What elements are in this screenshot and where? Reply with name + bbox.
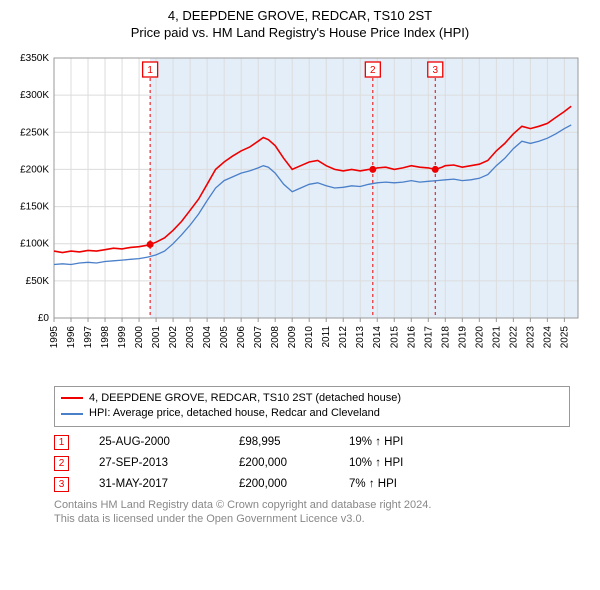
svg-text:2018: 2018 bbox=[440, 325, 451, 348]
svg-text:2000: 2000 bbox=[134, 325, 145, 348]
marker-table: 1 25-AUG-2000 £98,995 19% ↑ HPI 2 27-SEP-2013… bbox=[54, 435, 570, 492]
title-line2: Price paid vs. HM Land Registry's House … bbox=[10, 25, 590, 42]
svg-text:2014: 2014 bbox=[372, 325, 383, 348]
svg-text:2011: 2011 bbox=[321, 325, 332, 347]
svg-text:£200K: £200K bbox=[20, 164, 49, 175]
svg-text:£150K: £150K bbox=[20, 201, 49, 212]
marker-number-box: 2 bbox=[54, 456, 69, 471]
marker-number-box: 1 bbox=[54, 435, 69, 450]
svg-text:£50K: £50K bbox=[26, 276, 50, 287]
legend-label: HPI: Average price, detached house, Redc… bbox=[89, 406, 380, 421]
attribution-line2: This data is licensed under the Open Gov… bbox=[54, 512, 570, 527]
svg-text:2025: 2025 bbox=[559, 325, 570, 348]
svg-text:1998: 1998 bbox=[100, 325, 111, 348]
svg-text:2005: 2005 bbox=[219, 325, 230, 348]
marker-pct: 10% ↑ HPI bbox=[349, 457, 429, 469]
marker-row: 2 27-SEP-2013 £200,000 10% ↑ HPI bbox=[54, 456, 570, 471]
marker-date: 25-AUG-2000 bbox=[99, 436, 209, 448]
legend-item: HPI: Average price, detached house, Redc… bbox=[61, 406, 563, 421]
svg-text:2020: 2020 bbox=[474, 325, 485, 348]
legend-item: 4, DEEPDENE GROVE, REDCAR, TS10 2ST (det… bbox=[61, 391, 563, 406]
svg-text:2019: 2019 bbox=[457, 325, 468, 348]
svg-text:2003: 2003 bbox=[185, 325, 196, 348]
marker-date: 27-SEP-2013 bbox=[99, 457, 209, 469]
attribution-line1: Contains HM Land Registry data © Crown c… bbox=[54, 498, 570, 513]
marker-row: 3 31-MAY-2017 £200,000 7% ↑ HPI bbox=[54, 477, 570, 492]
marker-pct: 7% ↑ HPI bbox=[349, 478, 429, 490]
legend-swatch bbox=[61, 413, 83, 415]
legend-label: 4, DEEPDENE GROVE, REDCAR, TS10 2ST (det… bbox=[89, 391, 401, 406]
marker-date: 31-MAY-2017 bbox=[99, 478, 209, 490]
marker-pct: 19% ↑ HPI bbox=[349, 436, 429, 448]
svg-text:2023: 2023 bbox=[525, 325, 536, 348]
svg-text:2004: 2004 bbox=[202, 325, 213, 348]
svg-text:1997: 1997 bbox=[83, 325, 94, 348]
price-chart-svg: £0 £50K £100K £150K £200K £250K £300K £350K 1995… bbox=[10, 50, 590, 380]
chart-area: £0 £50K £100K £150K £200K £250K £300K £350K 1995… bbox=[10, 50, 590, 380]
svg-text:2006: 2006 bbox=[236, 325, 247, 348]
svg-text:1996: 1996 bbox=[66, 325, 77, 348]
svg-text:£250K: £250K bbox=[20, 127, 49, 138]
svg-text:3: 3 bbox=[432, 65, 438, 76]
attribution: Contains HM Land Registry data © Crown c… bbox=[54, 498, 570, 528]
marker-price: £200,000 bbox=[239, 478, 319, 490]
svg-text:2017: 2017 bbox=[423, 325, 434, 348]
svg-text:2007: 2007 bbox=[253, 325, 264, 348]
svg-text:2012: 2012 bbox=[338, 325, 349, 348]
svg-text:1: 1 bbox=[147, 65, 153, 76]
svg-text:2009: 2009 bbox=[287, 325, 298, 348]
svg-text:1995: 1995 bbox=[49, 325, 60, 348]
svg-text:£350K: £350K bbox=[20, 53, 49, 64]
svg-text:2002: 2002 bbox=[168, 325, 179, 348]
svg-text:1999: 1999 bbox=[117, 325, 128, 348]
svg-text:2015: 2015 bbox=[389, 325, 400, 348]
chart-container: 4, DEEPDENE GROVE, REDCAR, TS10 2ST Pric… bbox=[0, 0, 600, 537]
svg-text:£0: £0 bbox=[38, 313, 50, 324]
svg-text:£100K: £100K bbox=[20, 238, 49, 249]
svg-text:2022: 2022 bbox=[508, 325, 519, 348]
svg-text:2001: 2001 bbox=[151, 325, 162, 348]
svg-text:2013: 2013 bbox=[355, 325, 366, 348]
marker-number-box: 3 bbox=[54, 477, 69, 492]
marker-price: £200,000 bbox=[239, 457, 319, 469]
legend: 4, DEEPDENE GROVE, REDCAR, TS10 2ST (det… bbox=[54, 386, 570, 427]
marker-row: 1 25-AUG-2000 £98,995 19% ↑ HPI bbox=[54, 435, 570, 450]
svg-text:£300K: £300K bbox=[20, 90, 49, 101]
marker-price: £98,995 bbox=[239, 436, 319, 448]
svg-text:2016: 2016 bbox=[406, 325, 417, 348]
legend-swatch bbox=[61, 397, 83, 399]
title-line1: 4, DEEPDENE GROVE, REDCAR, TS10 2ST bbox=[10, 8, 590, 25]
svg-text:2010: 2010 bbox=[304, 325, 315, 348]
svg-text:2024: 2024 bbox=[542, 325, 553, 348]
svg-text:2008: 2008 bbox=[270, 325, 281, 348]
svg-text:2: 2 bbox=[370, 65, 376, 76]
svg-text:2021: 2021 bbox=[491, 325, 502, 348]
